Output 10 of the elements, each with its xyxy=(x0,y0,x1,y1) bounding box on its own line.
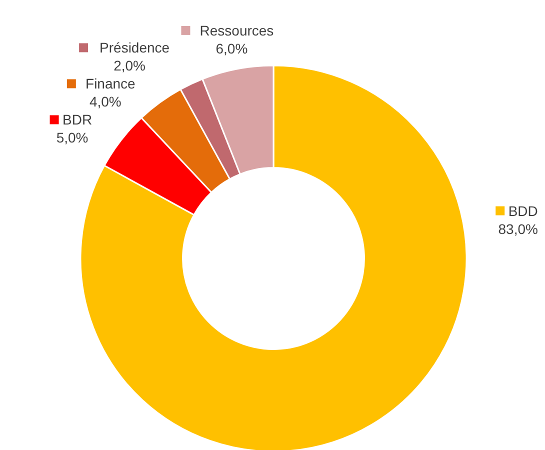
data-label: 6,0% xyxy=(216,40,248,56)
legend-label: BDR xyxy=(62,112,92,128)
data-label: 83,0% xyxy=(498,220,538,237)
data-label: 2,0% xyxy=(114,58,146,74)
legend-label: BDD xyxy=(508,202,538,219)
data-label: 5,0% xyxy=(56,130,88,146)
legend-label: Présidence xyxy=(100,40,170,56)
legend-label: Ressources xyxy=(200,22,274,38)
legend-label: Finance xyxy=(86,76,136,92)
data-label: 4,0% xyxy=(89,94,122,110)
